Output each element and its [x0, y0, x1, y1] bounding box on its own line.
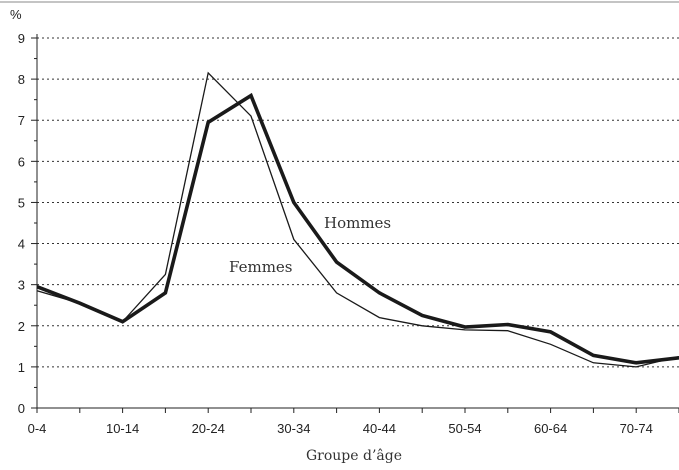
- x-tick-label-0-4: 0-4: [28, 421, 47, 436]
- y-tick-label-7: 7: [18, 113, 25, 128]
- x-tick-label-30-34: 30-34: [277, 421, 310, 436]
- series-line-femmes: [36, 71, 679, 368]
- y-tick-label-0: 0: [18, 401, 25, 416]
- y-tick-label-3: 3: [18, 278, 25, 293]
- x-tick-label-10-14: 10-14: [106, 421, 139, 436]
- gridlines: [37, 37, 679, 368]
- x-tick-label-60-64: 60-64: [534, 421, 567, 436]
- series-label-hommes: Hommes: [324, 214, 391, 232]
- x-tick-label-70-74: 70-74: [620, 421, 653, 436]
- axes: [0, 1, 679, 409]
- y-unit-label: %: [10, 7, 22, 22]
- series-label-femmes: Femmes: [229, 258, 293, 276]
- x-axis-title: Groupe d’âge: [306, 448, 402, 464]
- series-line-hommes: [36, 92, 679, 365]
- x-tick-label-20-24: 20-24: [192, 421, 225, 436]
- y-tick-label-2: 2: [18, 319, 25, 334]
- series-lines: [36, 71, 679, 368]
- y-ticks: 0 1 2 3 4 5 6 7 8 9: [18, 31, 37, 416]
- x-tick-label-50-54: 50-54: [448, 421, 481, 436]
- y-tick-label-9: 9: [18, 31, 25, 46]
- y-tick-label-8: 8: [18, 72, 25, 87]
- x-ticks: 0-4 10-14 20-24 30-34 40-44 50-54 60-64 70-74: [28, 408, 679, 436]
- y-tick-label-4: 4: [18, 237, 25, 252]
- y-tick-label-6: 6: [18, 154, 25, 169]
- y-tick-label-5: 5: [18, 195, 25, 210]
- x-tick-label-40-44: 40-44: [363, 421, 396, 436]
- y-tick-label-1: 1: [18, 360, 25, 375]
